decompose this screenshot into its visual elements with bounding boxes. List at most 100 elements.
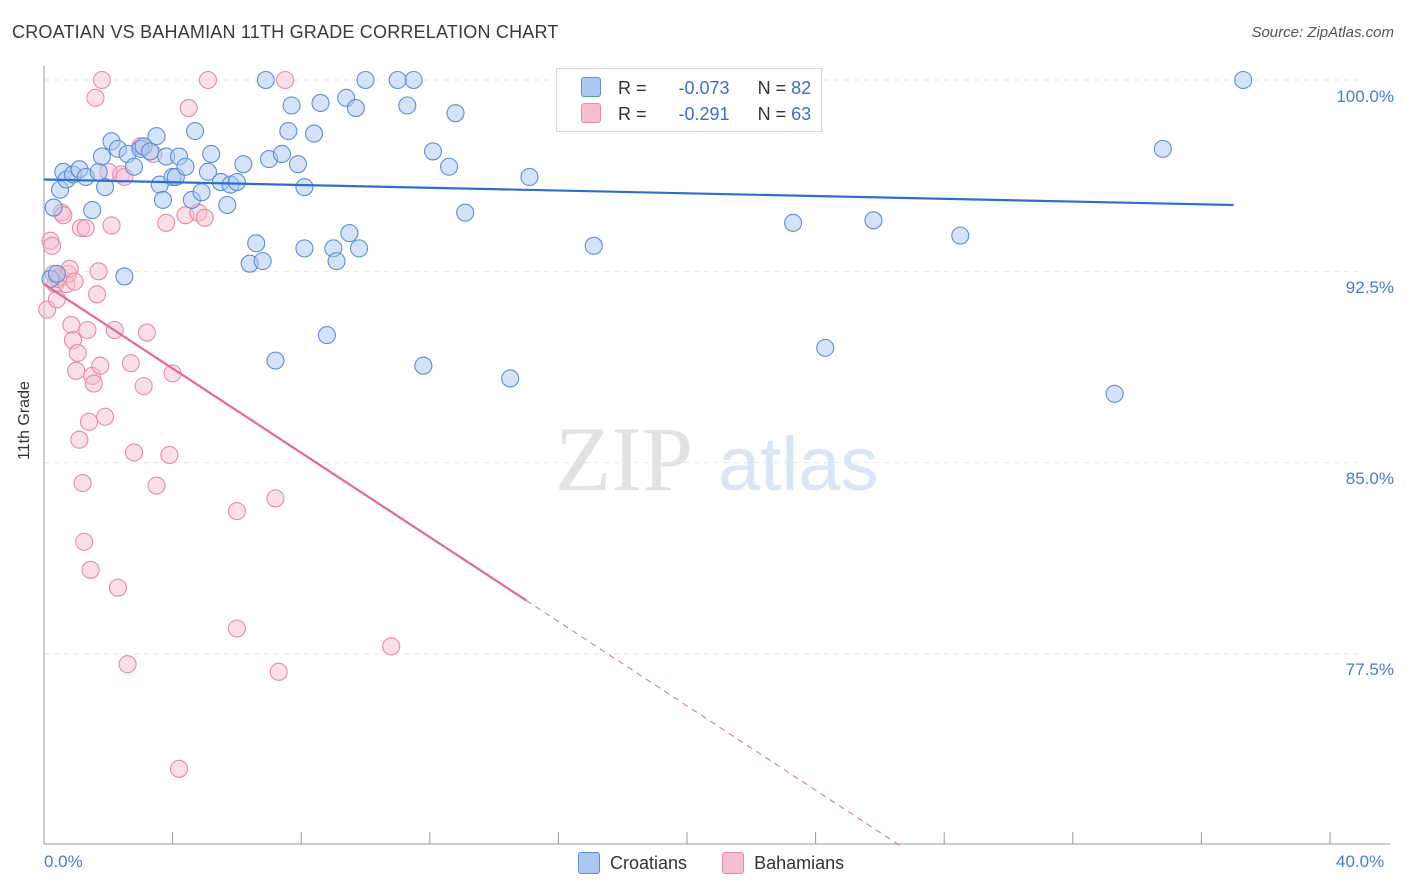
croatians-point (816, 338, 835, 357)
croatians-point (253, 252, 272, 271)
bahamians-point (81, 560, 100, 579)
n-value: 63 (791, 104, 812, 124)
croatians-point (951, 226, 970, 245)
bahamians-point (92, 70, 111, 90)
legend-item-croatians[interactable]: Croatians (578, 852, 687, 874)
croatians-point (520, 167, 539, 186)
croatians-point (198, 162, 218, 181)
bahamians-point (157, 213, 176, 232)
croatians-point (92, 147, 111, 166)
bahamians-point (75, 532, 94, 551)
bahamians-swatch (581, 103, 601, 123)
croatians-swatch (581, 77, 601, 97)
bahamians-point (160, 445, 179, 465)
bahamians-point (266, 489, 285, 508)
bahamians-point (147, 476, 166, 495)
croatians-point (327, 252, 346, 271)
croatians-point (89, 162, 108, 181)
croatians-point (83, 201, 102, 220)
bahamians-point (91, 356, 110, 375)
legend-label: Croatians (610, 852, 688, 873)
croatians-point (256, 70, 275, 90)
bahamians-point (62, 315, 81, 334)
watermark: ZIP atlas (555, 408, 879, 510)
croatians-point (295, 178, 314, 197)
bahamians-point (108, 578, 127, 597)
legend-label: Bahamians (754, 852, 845, 873)
croatians-point (124, 157, 144, 176)
croatians-point (340, 224, 359, 243)
bahamians-point (70, 430, 89, 449)
croatians-point (295, 239, 314, 258)
x-tick-label: 0.0% (44, 852, 83, 871)
croatians-point (44, 198, 63, 217)
croatians-point (864, 211, 883, 230)
bahamians-trend-line (43, 283, 527, 602)
croatians-point (398, 96, 417, 115)
y-tick-label: 77.5% (1345, 660, 1394, 679)
bahamians-point (86, 88, 105, 107)
croatians-trend-line (43, 178, 1234, 207)
croatians-point (456, 203, 475, 222)
legend-item-bahamians[interactable]: Bahamians (722, 852, 844, 874)
stats-legend: R = -0.073 N = 82 R = -0.291 N = 63 (556, 68, 822, 132)
trend-lines (43, 178, 1234, 848)
bahamians-point (87, 285, 107, 304)
croatians-point (96, 178, 115, 197)
y-tick-label: 92.5% (1345, 278, 1394, 297)
bahamians-point (67, 361, 86, 380)
croatians-point (147, 127, 166, 146)
bahamians-point (169, 759, 189, 778)
croatians-point (288, 155, 308, 174)
croatians-point (440, 157, 459, 176)
bahamians-point (73, 474, 92, 493)
bahamians-point (118, 655, 137, 674)
bahamians-point (198, 70, 218, 90)
bahamians-point (65, 272, 84, 291)
n-value: 82 (791, 78, 812, 98)
y-tick-label: 100.0% (1336, 87, 1394, 106)
bahamians-point (227, 502, 246, 521)
r-value: -0.073 (678, 78, 730, 98)
bahamians-point (89, 262, 108, 281)
bahamians-point (76, 218, 95, 238)
legend-row-croatians: R = -0.073 N = 82 (581, 77, 811, 99)
croatians-point (350, 239, 369, 258)
croatians-point (247, 234, 266, 253)
r-label: R = (618, 104, 647, 124)
croatians-point (1234, 70, 1253, 90)
croatians-point (266, 351, 285, 370)
chart-title: CROATIAN VS BAHAMIAN 11TH GRADE CORRELAT… (12, 22, 559, 42)
watermark-zip: ZIP (555, 408, 693, 510)
croatians-swatch (578, 852, 600, 874)
croatians-point (1105, 384, 1124, 403)
croatians-point (192, 183, 211, 202)
croatians-point (414, 356, 433, 375)
y-tick-label: 85.0% (1345, 469, 1394, 488)
bahamians-point (137, 323, 156, 342)
bahamians-point (96, 407, 115, 426)
series-legend: Croatians Bahamians (578, 852, 874, 879)
croatians-point (388, 70, 407, 90)
croatians-point (186, 121, 205, 141)
legend-row-bahamians: R = -0.291 N = 63 (581, 103, 811, 125)
bahamians-trend-extension (525, 600, 903, 848)
croatians-point (404, 70, 423, 90)
bahamians-point (382, 637, 401, 656)
croatians-point (784, 213, 803, 232)
croatians-point (279, 121, 298, 141)
croatians-point (423, 142, 443, 161)
bahamians-point (42, 236, 62, 255)
croatians-point (346, 99, 365, 118)
croatians-point (153, 190, 173, 209)
bahamians-point (269, 662, 288, 681)
croatians-point (202, 144, 221, 164)
bahamians-point (195, 208, 214, 227)
watermark-atlas: atlas (718, 422, 879, 507)
croatians-point (47, 264, 66, 283)
croatians-point (227, 172, 246, 192)
n-label: N = (757, 104, 787, 124)
source-label: Source: ZipAtlas.com (1251, 24, 1394, 41)
croatians-point (218, 195, 237, 215)
